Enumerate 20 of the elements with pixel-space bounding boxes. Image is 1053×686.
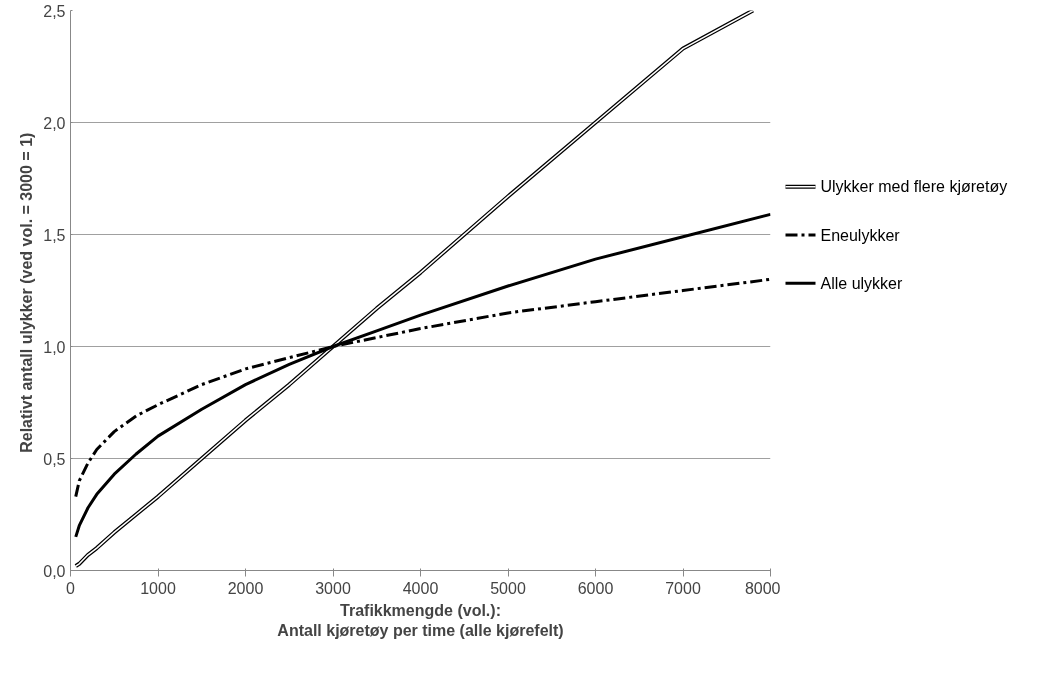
x-tick-label: 0 bbox=[66, 579, 76, 597]
x-axis-title: Trafikkmengde (vol.): Antall kjøretøy per time (alle kjørefelt) bbox=[277, 601, 564, 639]
x-tick-label: 8000 bbox=[744, 579, 781, 597]
x-tick-label: 4000 bbox=[402, 579, 439, 597]
y-tick-label: 1,0 bbox=[43, 338, 66, 356]
legend-label: Ulykker med flere kjøretøy bbox=[820, 178, 1008, 196]
legend-label: Alle ulykker bbox=[820, 274, 903, 292]
x-tick-label: 3000 bbox=[315, 579, 351, 597]
x-tick-label: 2000 bbox=[227, 579, 264, 597]
y-tick-label: 1,5 bbox=[43, 226, 66, 244]
y-tick-label: 0,0 bbox=[43, 562, 66, 580]
x-tick-label: 6000 bbox=[577, 579, 614, 597]
y-tick-label: 2,5 bbox=[43, 2, 66, 20]
y-tick-label: 2,0 bbox=[43, 114, 66, 132]
x-tick-label: 1000 bbox=[140, 579, 176, 597]
legend-label: Eneulykker bbox=[820, 226, 901, 244]
x-tick-label: 7000 bbox=[665, 579, 701, 597]
x-tick-label: 5000 bbox=[490, 579, 526, 597]
y-axis-title: Relativt antall ulykker (ved vol. = 3000 = 1) bbox=[18, 132, 36, 453]
y-tick-label: 0,5 bbox=[43, 450, 66, 468]
